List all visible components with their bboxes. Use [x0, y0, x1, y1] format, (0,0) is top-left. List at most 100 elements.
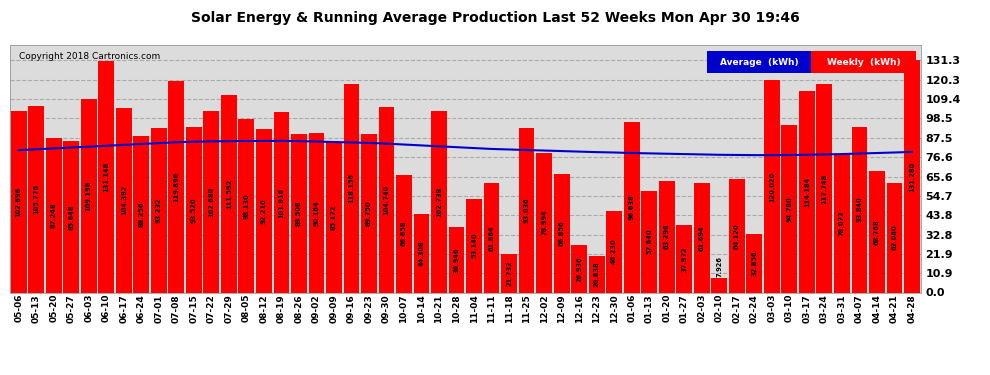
Text: 104.740: 104.740	[383, 185, 389, 215]
Text: 98.130: 98.130	[244, 193, 249, 219]
Bar	[344, 84, 359, 292]
Bar	[676, 225, 692, 292]
Text: 78.072: 78.072	[839, 211, 844, 236]
Text: 62.080: 62.080	[891, 225, 897, 251]
Text: 101.916: 101.916	[278, 187, 284, 218]
Bar	[150, 128, 166, 292]
Text: 92.210: 92.210	[261, 198, 267, 224]
Text: 118.156: 118.156	[348, 173, 354, 203]
Text: 105.776: 105.776	[34, 184, 40, 214]
Text: 119.896: 119.896	[173, 171, 179, 202]
Text: 61.694: 61.694	[699, 225, 705, 251]
Text: 21.732: 21.732	[506, 261, 512, 286]
Text: 96.638: 96.638	[629, 194, 635, 220]
Text: Average  (kWh): Average (kWh)	[720, 58, 798, 67]
Text: 68.768: 68.768	[874, 219, 880, 245]
Text: 44.308: 44.308	[419, 240, 425, 266]
Text: 78.994: 78.994	[542, 210, 547, 236]
Text: 7.926: 7.926	[717, 256, 723, 277]
Bar	[904, 60, 920, 292]
Text: 85.648: 85.648	[68, 204, 74, 230]
Bar	[729, 179, 744, 292]
Text: 90.164: 90.164	[314, 200, 320, 226]
Bar	[396, 175, 412, 292]
Bar	[712, 279, 727, 292]
Text: 89.750: 89.750	[366, 200, 372, 226]
Bar	[291, 134, 307, 292]
Bar	[81, 99, 97, 292]
Bar	[484, 183, 500, 292]
Bar	[204, 111, 219, 292]
Bar	[98, 61, 114, 292]
Bar	[624, 122, 640, 292]
Bar	[168, 81, 184, 292]
Bar	[571, 245, 587, 292]
Text: 36.946: 36.946	[453, 247, 459, 273]
Text: 93.520: 93.520	[191, 197, 197, 223]
Text: 64.120: 64.120	[734, 223, 740, 249]
Text: 46.230: 46.230	[611, 239, 617, 264]
Bar	[834, 154, 849, 292]
Text: 109.196: 109.196	[86, 181, 92, 211]
Bar	[781, 125, 797, 292]
Bar	[239, 119, 254, 292]
Bar	[186, 127, 202, 292]
Text: 114.184: 114.184	[804, 177, 810, 207]
Text: 26.936: 26.936	[576, 256, 582, 282]
Bar	[659, 181, 674, 292]
Text: Solar Energy & Running Average Production Last 52 Weeks Mon Apr 30 19:46: Solar Energy & Running Average Productio…	[191, 11, 799, 25]
Text: 20.838: 20.838	[594, 261, 600, 287]
FancyBboxPatch shape	[707, 51, 812, 74]
Text: 57.640: 57.640	[646, 229, 652, 254]
Bar	[887, 183, 902, 292]
Text: 87.248: 87.248	[50, 202, 56, 228]
Bar	[378, 107, 394, 292]
Bar	[537, 153, 552, 292]
Bar	[432, 111, 446, 292]
Bar	[589, 256, 605, 292]
Bar	[46, 138, 61, 292]
Bar	[501, 254, 517, 292]
Text: 37.972: 37.972	[681, 246, 687, 272]
Text: 53.140: 53.140	[471, 233, 477, 258]
Bar	[642, 190, 657, 292]
Bar	[799, 91, 815, 292]
Text: 63.296: 63.296	[663, 224, 669, 249]
Bar	[466, 198, 482, 292]
Text: 66.856: 66.856	[558, 220, 564, 246]
Bar	[414, 214, 430, 292]
Bar	[869, 171, 885, 292]
Bar	[817, 84, 833, 292]
Bar	[256, 129, 272, 292]
Text: 131.280: 131.280	[909, 161, 915, 192]
Text: 120.020: 120.020	[769, 171, 775, 201]
Text: 66.658: 66.658	[401, 221, 407, 246]
Text: 102.738: 102.738	[436, 186, 442, 217]
Bar	[29, 105, 45, 292]
Bar	[606, 211, 622, 292]
Text: 104.392: 104.392	[121, 185, 127, 215]
Text: 88.256: 88.256	[139, 202, 145, 227]
Text: Copyright 2018 Cartronics.com: Copyright 2018 Cartronics.com	[19, 53, 160, 62]
Bar	[273, 112, 289, 292]
Bar	[851, 127, 867, 292]
Bar	[694, 183, 710, 292]
Bar	[309, 133, 325, 292]
Text: 93.036: 93.036	[524, 198, 530, 223]
Text: 93.232: 93.232	[155, 197, 161, 223]
Bar	[134, 136, 149, 292]
Text: 93.840: 93.840	[856, 197, 862, 222]
Bar	[63, 141, 79, 292]
Bar	[221, 95, 237, 292]
Text: 102.696: 102.696	[16, 187, 22, 217]
Text: 102.680: 102.680	[208, 187, 214, 217]
Bar	[764, 80, 780, 292]
Bar	[361, 134, 377, 292]
Text: 111.592: 111.592	[226, 179, 232, 209]
Bar	[326, 142, 342, 292]
Bar	[746, 234, 762, 292]
Bar	[11, 111, 27, 292]
Text: 32.856: 32.856	[751, 251, 757, 276]
Text: 61.864: 61.864	[489, 225, 495, 251]
Text: 131.148: 131.148	[103, 162, 109, 192]
